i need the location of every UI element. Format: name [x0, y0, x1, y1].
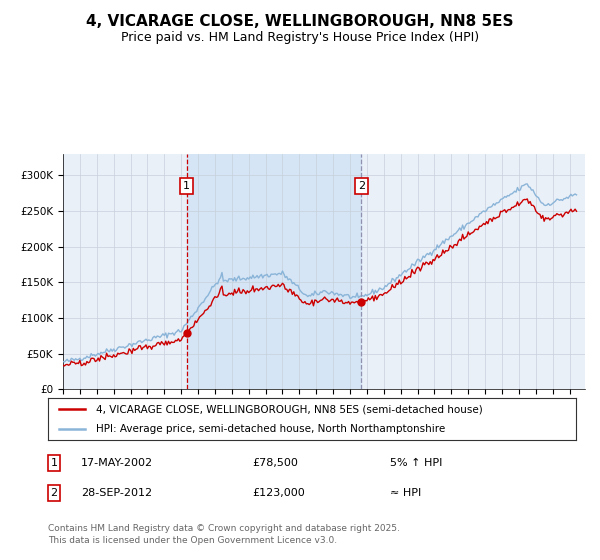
Bar: [187, 154, 361, 389]
Text: 4, VICARAGE CLOSE, WELLINGBOROUGH, NN8 5ES: 4, VICARAGE CLOSE, WELLINGBOROUGH, NN8 5…: [86, 14, 514, 29]
Text: Price paid vs. HM Land Registry's House Price Index (HPI): Price paid vs. HM Land Registry's House …: [121, 31, 479, 44]
Text: 1: 1: [183, 181, 190, 191]
Text: 2: 2: [50, 488, 58, 498]
Text: HPI: Average price, semi-detached house, North Northamptonshire: HPI: Average price, semi-detached house,…: [95, 424, 445, 434]
Text: £123,000: £123,000: [252, 488, 305, 498]
Text: 28-SEP-2012: 28-SEP-2012: [81, 488, 152, 498]
Text: 2: 2: [358, 181, 365, 191]
Text: £78,500: £78,500: [252, 458, 298, 468]
Text: 17-MAY-2002: 17-MAY-2002: [81, 458, 153, 468]
Text: 1: 1: [50, 458, 58, 468]
Text: ≈ HPI: ≈ HPI: [390, 488, 421, 498]
Text: Contains HM Land Registry data © Crown copyright and database right 2025.
This d: Contains HM Land Registry data © Crown c…: [48, 524, 400, 545]
Text: 4, VICARAGE CLOSE, WELLINGBOROUGH, NN8 5ES (semi-detached house): 4, VICARAGE CLOSE, WELLINGBOROUGH, NN8 5…: [95, 404, 482, 414]
Text: 5% ↑ HPI: 5% ↑ HPI: [390, 458, 442, 468]
